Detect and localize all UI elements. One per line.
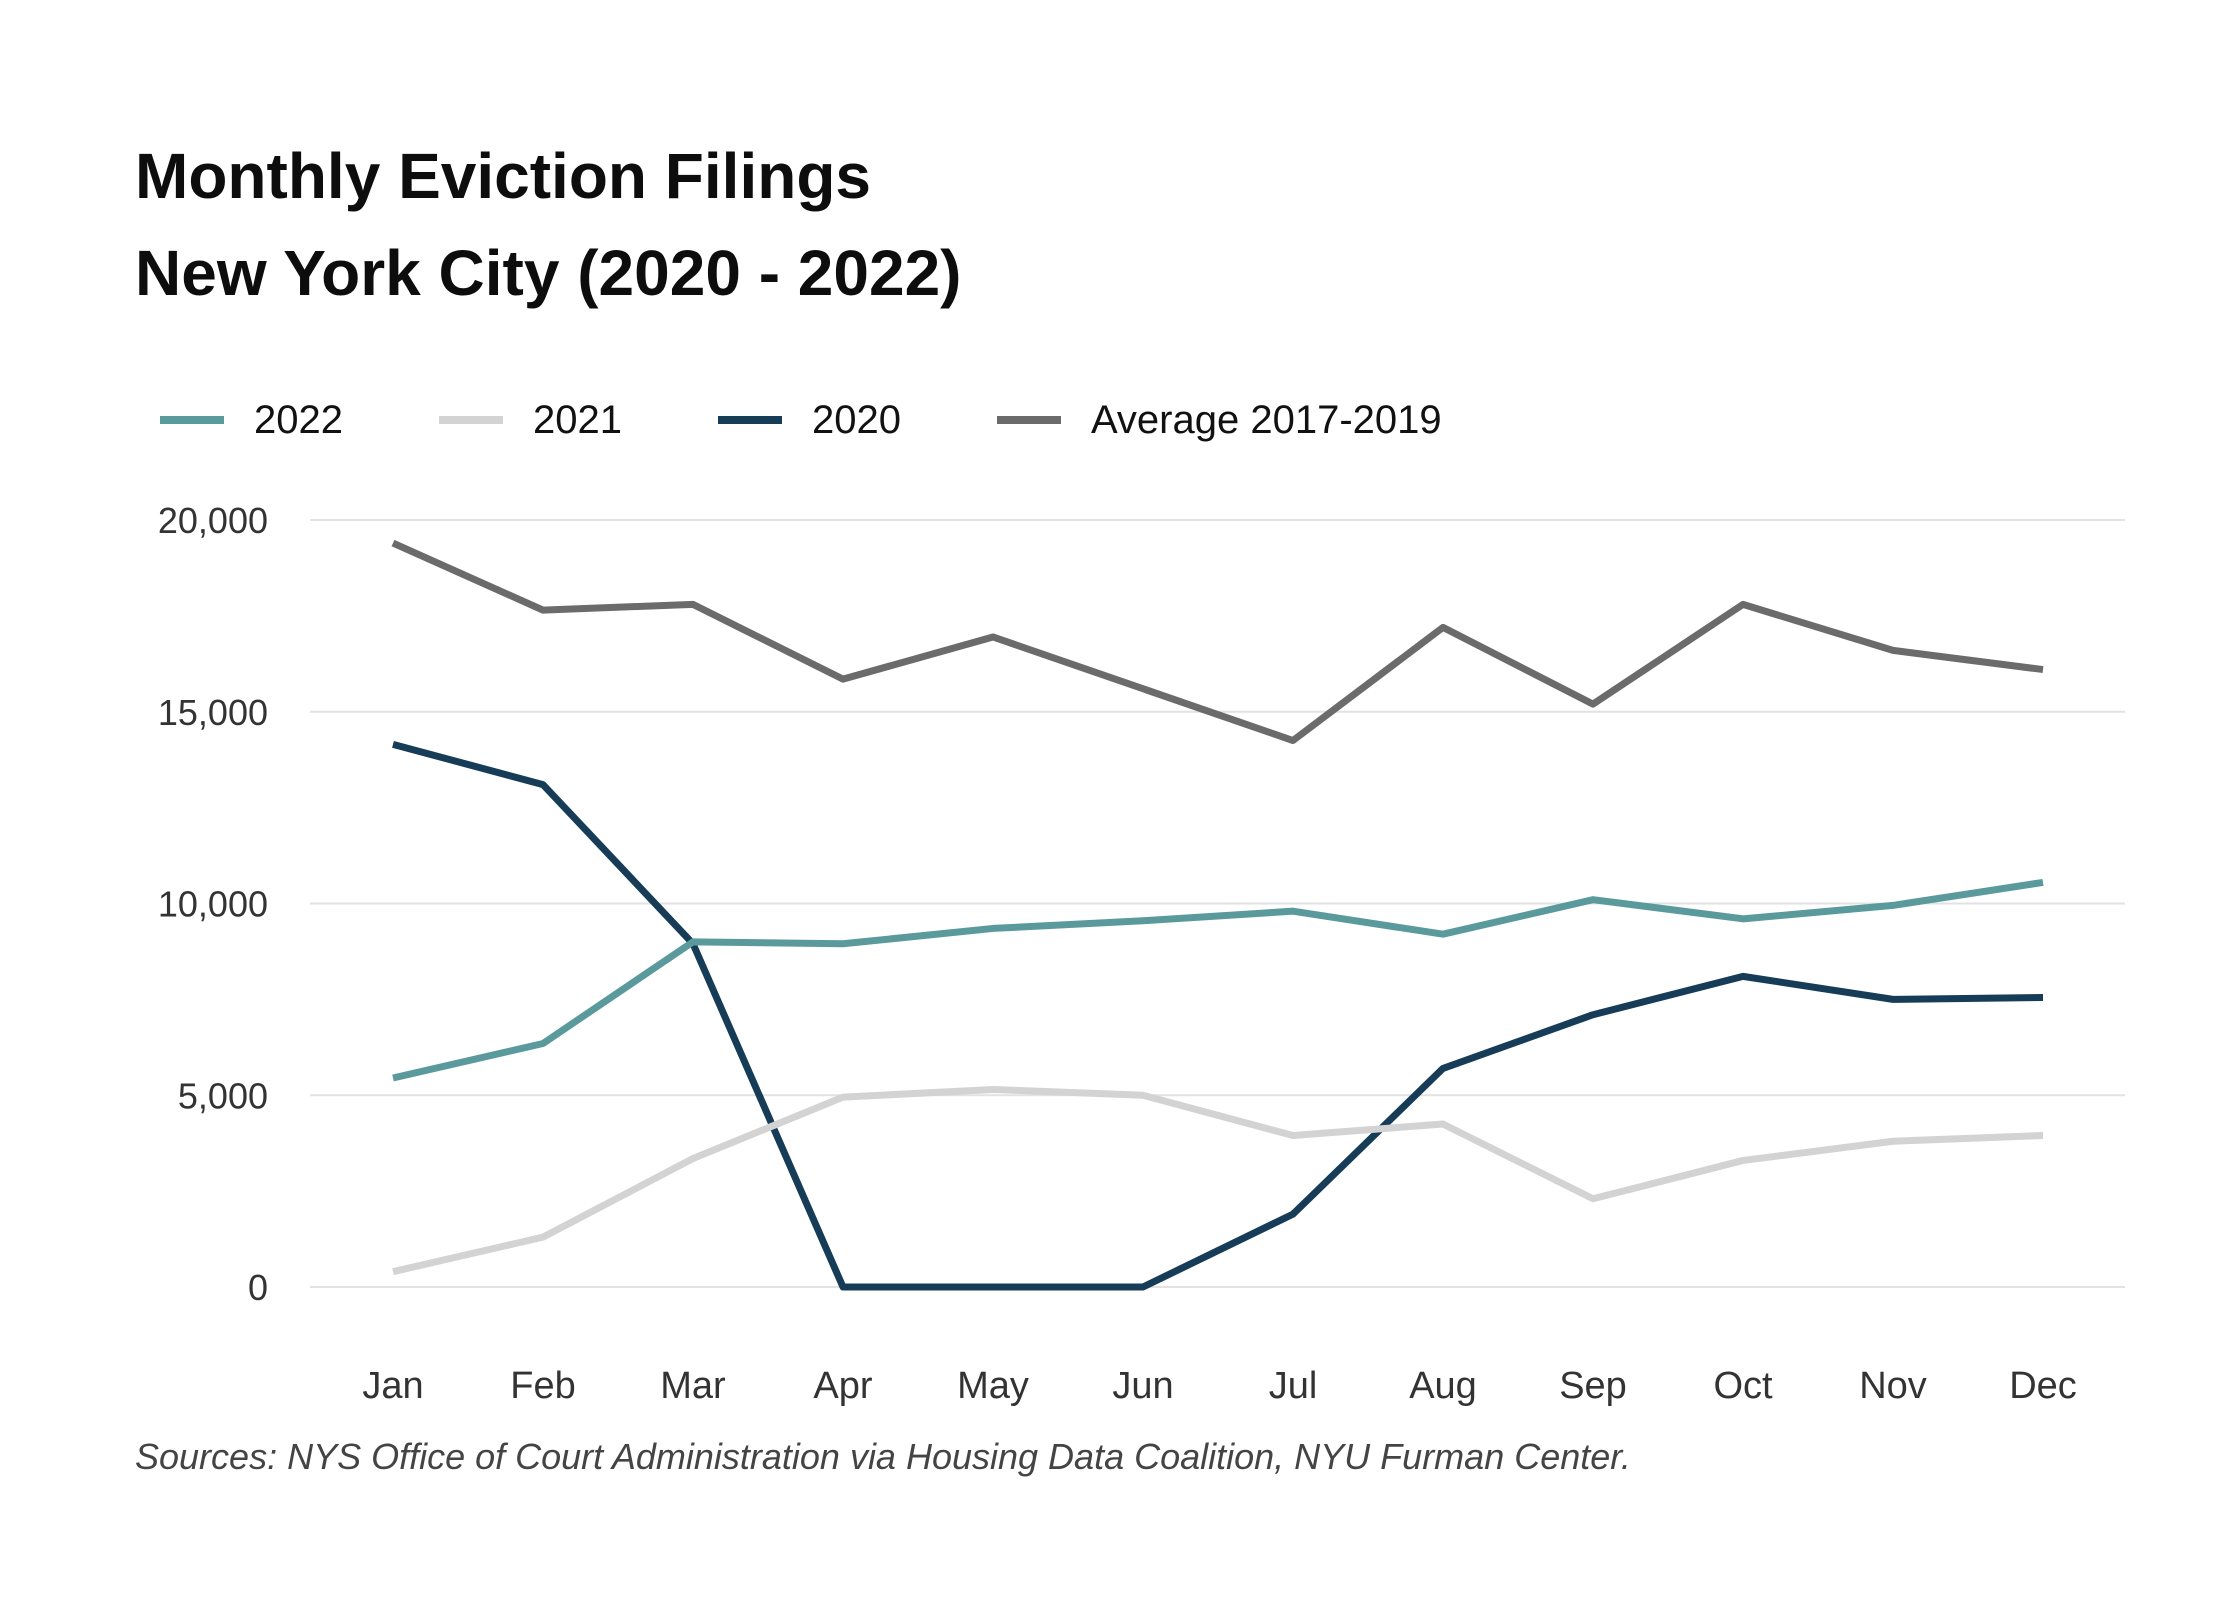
legend-label: 2022 [254, 397, 343, 442]
chart-legend: 2022 2021 2020 Average 2017-2019 [160, 395, 1538, 445]
series-line [392, 1085, 2044, 1276]
legend-item: 2021 [438, 397, 622, 443]
x-tick-label: Nov [1859, 1365, 1927, 1407]
x-tick-label: Sep [1559, 1365, 1627, 1407]
y-tick-label: 5,000 [178, 1075, 268, 1116]
legend-item: 2022 [160, 398, 343, 443]
legend-label: Average 2017-2019 [1090, 397, 1442, 442]
y-tick-label: 15,000 [158, 692, 268, 733]
legend-swatch [160, 416, 224, 424]
x-tick-label: May [957, 1365, 1029, 1407]
chart-title-line1: Monthly Eviction Filings [135, 140, 871, 212]
source-note: Sources: NYS Office of Court Administrat… [135, 1436, 1631, 1477]
x-tick-label: Jul [1269, 1365, 1318, 1407]
y-tick-label: 10,000 [158, 884, 268, 925]
legend-swatch [717, 416, 782, 424]
x-tick-label: Jan [362, 1365, 423, 1407]
x-tick-label: Mar [660, 1365, 726, 1407]
x-tick-label: Dec [2009, 1365, 2077, 1407]
chart-title-line2: New York City (2020 - 2022) [135, 237, 962, 309]
series-line [391, 539, 2044, 745]
legend-swatch [996, 416, 1061, 424]
legend-label: 2020 [811, 397, 901, 442]
legend-label: 2021 [532, 397, 622, 442]
x-tick-label: Jun [1112, 1365, 1173, 1407]
series-line [392, 740, 2044, 1291]
y-tick-label: 0 [248, 1267, 268, 1308]
legend-item: Average 2017-2019 [996, 397, 1442, 443]
x-tick-label: Apr [813, 1365, 872, 1407]
legend-item: 2020 [717, 397, 901, 443]
x-tick-label: Oct [1713, 1365, 1773, 1407]
y-tick-label: 20,000 [158, 500, 268, 541]
legend-swatch [438, 416, 503, 424]
x-tick-label: Aug [1409, 1365, 1477, 1407]
series-line [392, 878, 2044, 1082]
chart-title: Monthly Eviction Filings New York City (… [135, 128, 961, 322]
x-tick-label: Feb [510, 1365, 575, 1407]
